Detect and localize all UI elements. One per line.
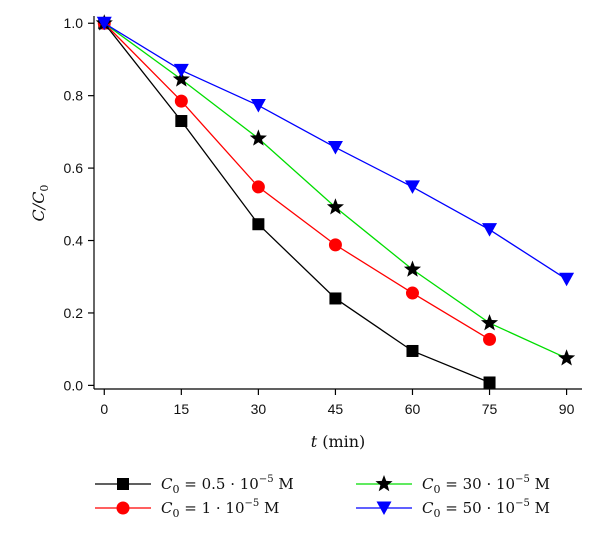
data-point — [249, 129, 267, 146]
legend-item: C0 = 1 · 10−5 M — [95, 498, 279, 520]
legend-label: C0 = 0.5 · 10−5 M — [161, 474, 294, 496]
data-point — [172, 70, 190, 87]
legend-label: C0 = 1 · 10−5 M — [161, 498, 279, 520]
series-2 — [95, 14, 576, 366]
y-tick-label: 0.8 — [64, 88, 84, 104]
legend-marker — [116, 501, 130, 515]
data-point — [405, 286, 419, 300]
series-1 — [97, 16, 497, 346]
data-point — [174, 94, 188, 108]
data-point — [482, 223, 498, 237]
data-point — [483, 332, 497, 346]
y-axis-title: C/C0 — [29, 185, 51, 222]
x-tick-label: 45 — [328, 401, 344, 417]
data-point — [403, 260, 422, 277]
x-tick-label: 90 — [559, 401, 575, 417]
data-point — [406, 344, 419, 357]
x-tick-label: 30 — [251, 401, 267, 417]
y-tick-label: 0.2 — [64, 305, 84, 321]
data-point — [251, 180, 265, 194]
data-point — [250, 98, 266, 113]
legend-marker — [376, 501, 392, 515]
plot-area — [93, 16, 582, 390]
data-point — [328, 238, 342, 252]
data-point — [327, 140, 343, 155]
ticks-layer: 0 15 30 45 60 75 90 0.0 0.2 0.4 0.6 0.8 1.0 — [64, 15, 575, 417]
series-line — [103, 22, 490, 340]
series-3 — [96, 16, 575, 287]
data-point — [480, 314, 499, 331]
data-point — [252, 218, 265, 231]
y-tick-label: 1.0 — [64, 15, 84, 31]
y-tick-label: 0.4 — [64, 233, 84, 249]
data-point — [329, 292, 342, 305]
x-tick-label: 60 — [405, 401, 421, 417]
data-point — [558, 349, 576, 366]
data-point — [483, 376, 496, 389]
series-line — [103, 22, 567, 359]
y-axis-title-sub: 0 — [38, 185, 51, 192]
x-tick-label: 0 — [100, 401, 108, 417]
x-axis-title-var: t — [311, 432, 318, 451]
x-tick-label: 75 — [482, 401, 498, 417]
y-tick-label: 0.6 — [64, 160, 84, 176]
y-axis-title-main: C/C — [29, 192, 48, 222]
legend: C0 = 0.5 · 10−5 MC0 = 1 · 10−5 M C0 = 30 … — [95, 474, 550, 520]
series-line — [103, 22, 490, 384]
x-tick-label: 15 — [174, 401, 190, 417]
legend-label: C0 = 50 · 10−5 M — [422, 498, 550, 520]
data-point — [326, 198, 344, 215]
legend-marker — [375, 475, 393, 492]
legend-label: C0 = 30 · 10−5 M — [422, 474, 550, 496]
legend-item: C0 = 0.5 · 10−5 M — [95, 474, 294, 496]
series-layer — [95, 14, 576, 389]
x-axis-title-unit: (min) — [317, 432, 365, 451]
data-point — [404, 180, 420, 194]
series-0 — [98, 17, 496, 389]
data-point — [96, 16, 112, 31]
x-axis-title: t (min) — [311, 432, 366, 451]
data-point — [173, 63, 189, 78]
legend-marker — [117, 478, 129, 490]
legend-item: C0 = 30 · 10−5 M — [356, 474, 550, 496]
data-point — [175, 115, 188, 128]
y-tick-label: 0.0 — [64, 377, 84, 393]
legend-item: C0 = 50 · 10−5 M — [356, 498, 550, 520]
data-point — [559, 272, 575, 287]
